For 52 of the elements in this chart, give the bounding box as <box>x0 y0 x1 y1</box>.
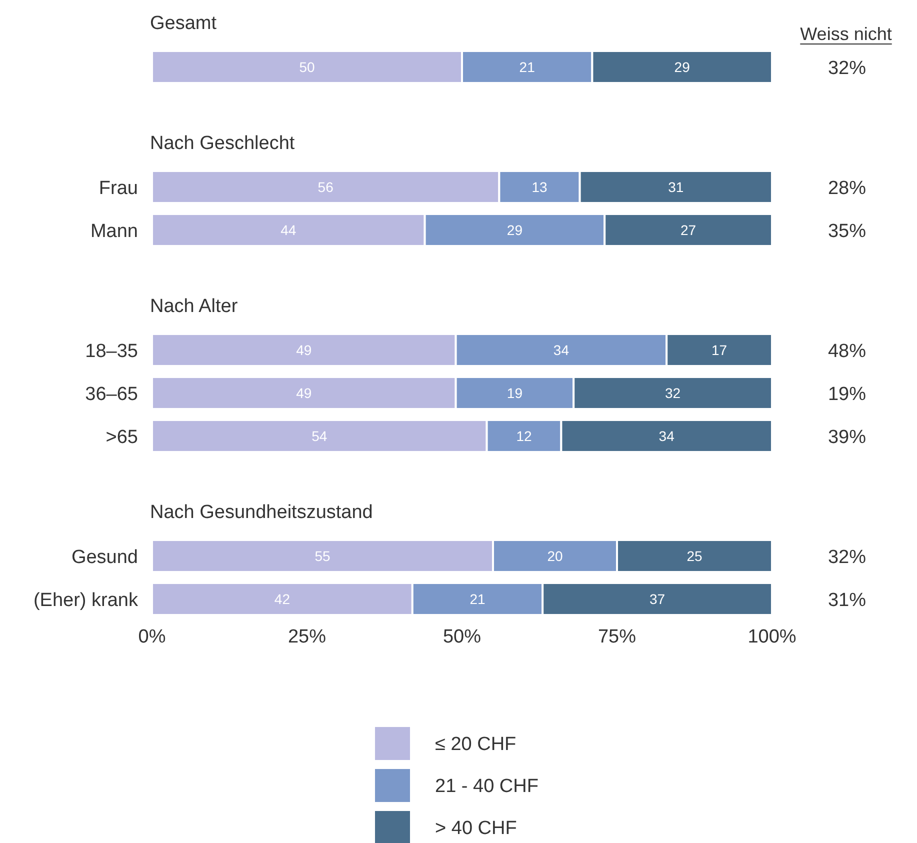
legend-label: > 40 CHF <box>435 818 517 839</box>
data-label: 17 <box>712 342 728 358</box>
text: 19% <box>828 384 866 405</box>
y-tick-label: (Eher) krank <box>33 590 138 611</box>
data-label: 49 <box>296 342 312 358</box>
y-tick-label: Gesund <box>71 547 138 568</box>
text: 28% <box>828 178 866 199</box>
data-label: 29 <box>506 222 523 238</box>
y-tick-label: Gesamt <box>150 13 218 34</box>
text: 35% <box>828 221 866 242</box>
x-tick-label: 25% <box>288 626 326 648</box>
data-label: 34 <box>553 342 570 358</box>
text: 48% <box>828 341 866 362</box>
data-label: 42 <box>274 591 290 607</box>
y-tick-label: >65 <box>106 427 138 448</box>
data-label: 32 <box>665 385 681 401</box>
y-tick-label: Nach Gesundheitszustand <box>150 502 373 523</box>
data-label: 27 <box>680 222 696 238</box>
legend-label: ≤ 20 CHF <box>435 734 516 755</box>
text: 32% <box>828 58 866 79</box>
text: Weiss nicht <box>800 24 892 44</box>
data-label: 29 <box>674 59 690 75</box>
y-tick-label: 36–65 <box>85 384 138 405</box>
y-tick-label: 18–35 <box>85 341 138 362</box>
text: 39% <box>828 427 866 448</box>
data-label: 12 <box>516 428 532 444</box>
data-label: 19 <box>506 385 523 401</box>
data-label: 54 <box>312 428 328 444</box>
x-tick-label: 100% <box>748 626 796 648</box>
data-label: 25 <box>686 548 702 564</box>
data-label: 56 <box>318 179 334 195</box>
data-label: 21 <box>519 59 536 75</box>
data-label: 44 <box>280 222 296 238</box>
data-label: 31 <box>668 179 684 195</box>
y-tick-label: Nach Geschlecht <box>150 133 296 154</box>
data-label: 50 <box>299 59 315 75</box>
text: 32% <box>828 547 866 568</box>
data-label: 20 <box>547 548 563 564</box>
x-tick-label: 50% <box>442 626 482 648</box>
x-tick-label: 75% <box>598 626 636 648</box>
data-label: 21 <box>470 591 486 607</box>
data-label: 34 <box>658 428 675 444</box>
y-tick-label: Nach Alter <box>150 296 238 317</box>
data-label: 55 <box>314 548 330 564</box>
y-tick-label: Mann <box>90 221 138 242</box>
y-tick-label: Frau <box>98 178 138 199</box>
x-tick-label: 0% <box>138 626 166 648</box>
legend-label: 21 - 40 CHF <box>435 776 538 797</box>
data-label: 49 <box>296 385 312 401</box>
data-label: 37 <box>650 591 666 607</box>
text: 31% <box>828 590 866 611</box>
data-label: 13 <box>532 179 548 195</box>
